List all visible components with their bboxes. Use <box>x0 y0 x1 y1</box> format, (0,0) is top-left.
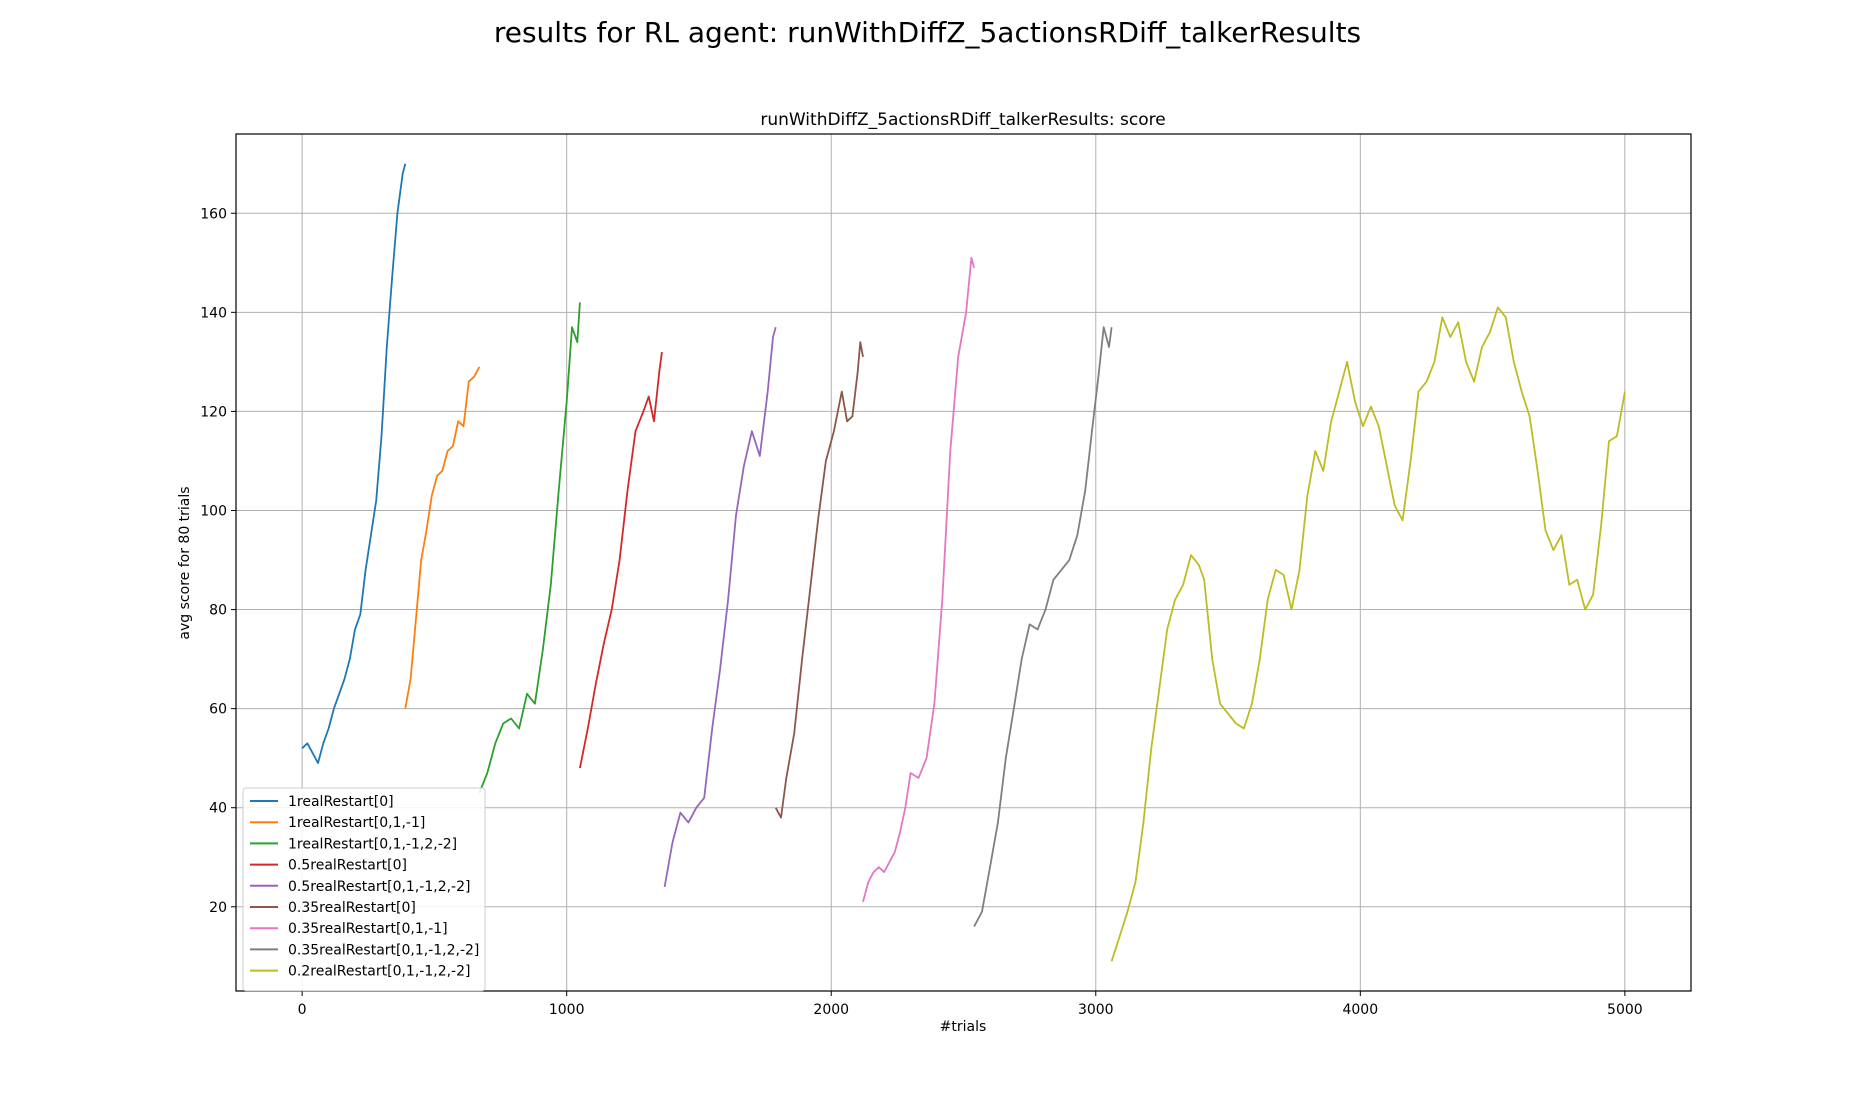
plot-area-frame <box>235 133 1692 992</box>
y-tick-label: 120 <box>200 404 227 420</box>
y-tick-label: 160 <box>200 206 227 222</box>
y-tick-label: 40 <box>209 801 227 817</box>
chart-title: runWithDiffZ_5actionsRDiff_talkerResults… <box>760 110 1165 130</box>
x-tick-label: 4000 <box>1342 1002 1378 1018</box>
series-line-1 <box>301 163 407 764</box>
y-tick-label: 60 <box>209 702 227 718</box>
legend-label: 0.35realRestart[0,1,-1,2,-2] <box>288 942 479 958</box>
legend-label: 1realRestart[0] <box>288 794 394 810</box>
y-axis-label: avg score for 80 trials <box>177 486 193 639</box>
figure-suptitle: results for RL agent: runWithDiffZ_5acti… <box>493 16 1362 49</box>
series-line-9 <box>1110 306 1626 962</box>
legend-label: 1realRestart[0,1,-1] <box>288 815 425 831</box>
axis-ticks: 0 1000 2000 3000 4000 5000 20 40 60 80 100 120 140 16… <box>200 206 1642 1018</box>
legend-label: 0.35realRestart[0,1,-1] <box>288 921 448 937</box>
series-line-7 <box>862 256 975 903</box>
legend-label: 1realRestart[0,1,-1,2,-2] <box>288 836 457 852</box>
y-tick-label: 100 <box>200 503 227 519</box>
x-tick-label: 3000 <box>1078 1002 1114 1018</box>
series-line-6 <box>774 341 864 819</box>
series-line-3 <box>478 302 581 794</box>
series-line-4 <box>579 351 663 769</box>
series-line-5 <box>663 326 777 888</box>
legend-label: 0.2realRestart[0,1,-1,2,-2] <box>288 964 470 980</box>
y-tick-label: 20 <box>209 900 227 916</box>
legend-label: 0.5realRestart[0,1,-1,2,-2] <box>288 879 470 895</box>
x-tick-label: 0 <box>298 1002 307 1018</box>
series-lines <box>301 163 1626 962</box>
x-tick-label: 2000 <box>813 1002 849 1018</box>
legend: 1realRestart[0] 1realRestart[0,1,-1] 1real… <box>242 787 486 992</box>
y-tick-label: 140 <box>200 305 227 321</box>
legend-box <box>242 787 486 992</box>
series-line-2 <box>404 366 481 709</box>
y-tick-label: 80 <box>209 603 227 619</box>
legend-label: 0.35realRestart[0] <box>288 900 416 916</box>
legend-label: 0.5realRestart[0] <box>288 858 407 874</box>
series-line-8 <box>973 326 1113 928</box>
x-axis-label: #trials <box>940 1019 987 1035</box>
x-tick-label: 1000 <box>549 1002 585 1018</box>
x-tick-label: 5000 <box>1607 1002 1643 1018</box>
